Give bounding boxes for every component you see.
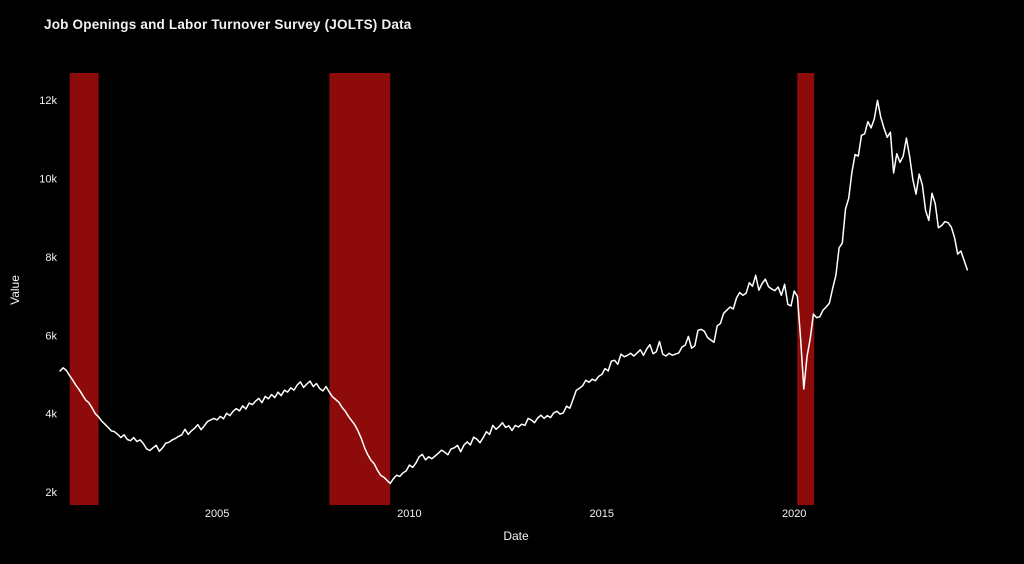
chart-title: Job Openings and Labor Turnover Survey (… [44,17,412,32]
x-tick-label: 2010 [397,508,421,520]
x-tick-label: 2015 [590,508,614,520]
recession-band [797,73,815,505]
y-tick-label: 6k [45,330,57,342]
x-axis-title: Date [503,529,529,543]
y-tick-label: 4k [45,409,57,421]
line-series[interactable] [59,99,969,485]
recession-band [69,73,99,505]
x-tick-label: 2005 [205,508,229,520]
y-tick-label: 8k [45,252,57,264]
plot-area[interactable] [60,73,985,505]
x-tick-label: 2020 [782,508,806,520]
recession-band [329,73,391,505]
y-axis-title: Value [8,275,22,305]
y-tick-label: 12k [39,95,57,107]
y-tick-label: 10k [39,174,57,186]
y-tick-label: 2k [45,487,57,499]
